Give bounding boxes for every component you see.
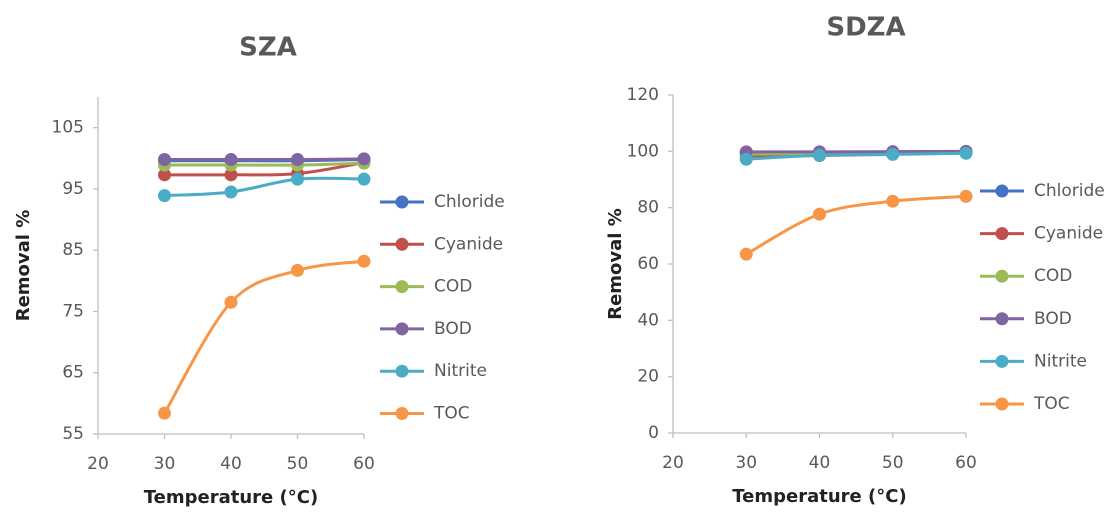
y-tick-label: 20	[637, 367, 659, 387]
y-axis-label: Removal %	[13, 210, 34, 322]
data-point	[886, 194, 900, 208]
legend-label: COD	[1034, 266, 1072, 286]
legend-marker	[395, 407, 409, 420]
series-line	[164, 161, 365, 177]
x-tick-label: 40	[220, 454, 242, 474]
data-point	[959, 189, 973, 203]
y-tick-label: 0	[648, 423, 659, 443]
x-tick-label: 30	[735, 453, 757, 473]
x-tick-label: 60	[955, 453, 977, 473]
series-line	[164, 176, 365, 198]
legend-marker	[395, 237, 409, 251]
legend-marker	[995, 184, 1009, 198]
y-tick-label: 120	[627, 85, 659, 105]
data-point	[357, 254, 371, 268]
data-point	[959, 146, 973, 160]
x-tick-label: 60	[353, 454, 375, 474]
y-tick-label: 75	[62, 301, 84, 321]
y-tick-label: 100	[627, 141, 659, 161]
series-line	[745, 194, 967, 256]
legend-marker	[395, 364, 409, 378]
data-point	[813, 207, 826, 221]
data-point	[357, 172, 371, 186]
y-tick-label: 95	[62, 179, 84, 199]
data-point	[224, 152, 238, 166]
series-line	[746, 149, 967, 154]
series-line	[164, 157, 365, 162]
legend-label: BOD	[434, 319, 472, 339]
x-tick-label: 20	[87, 454, 109, 474]
y-tick-label: 65	[62, 363, 84, 383]
legend-marker	[995, 354, 1009, 368]
data-point	[813, 148, 826, 162]
data-point	[224, 185, 238, 199]
data-point	[291, 263, 304, 277]
chart-title: SZA	[239, 33, 297, 63]
data-point	[291, 172, 304, 186]
x-tick-label: 40	[809, 453, 831, 473]
legend-label: Chloride	[1034, 181, 1105, 201]
legend-marker	[395, 322, 409, 336]
x-axis-label: Temperature (°C)	[732, 486, 906, 507]
y-tick-label: 85	[62, 240, 84, 260]
legend-label: Chloride	[434, 192, 505, 212]
legend-label: Nitrite	[434, 361, 487, 381]
legend-marker	[395, 195, 409, 209]
series-line	[163, 259, 365, 414]
x-tick-label: 20	[662, 453, 684, 473]
x-tick-label: 50	[882, 453, 904, 473]
data-point	[158, 168, 171, 182]
series-line	[746, 151, 967, 161]
y-tick-label: 55	[62, 424, 84, 444]
chart-title: SDZA	[826, 13, 905, 43]
legend-label: COD	[434, 277, 472, 297]
data-point	[357, 152, 371, 166]
series-line	[164, 161, 365, 167]
legend-marker	[395, 280, 409, 294]
y-tick-label: 40	[637, 310, 659, 330]
x-tick-label: 30	[154, 454, 176, 474]
x-tick-label: 50	[287, 454, 309, 474]
legend-label: TOC	[1033, 394, 1070, 414]
data-point	[158, 152, 171, 166]
legend-marker	[995, 227, 1009, 241]
legend-label: Cyanide	[434, 234, 503, 254]
legend-label: BOD	[1034, 309, 1072, 329]
data-point	[224, 168, 238, 182]
legend-label: Nitrite	[1034, 351, 1087, 371]
y-tick-label: 80	[637, 198, 659, 218]
data-point	[886, 147, 900, 161]
data-point	[224, 295, 238, 309]
data-point	[158, 189, 171, 203]
x-axis-label: Temperature (°C)	[144, 487, 318, 508]
data-point	[739, 152, 753, 166]
data-point	[739, 247, 753, 261]
legend-label: Cyanide	[1034, 224, 1103, 244]
legend-marker	[995, 269, 1009, 283]
data-point	[291, 152, 304, 166]
chart: SZA 55 65 75 85 95 105 20 30 40 50 60 Temperature (°…	[13, 33, 505, 509]
legend-marker	[995, 397, 1009, 411]
legend-marker	[995, 312, 1009, 326]
y-axis-label: Removal %	[605, 208, 626, 320]
data-point	[158, 406, 171, 420]
y-tick-label: 60	[637, 254, 659, 274]
y-tick-label: 105	[52, 118, 84, 138]
legend-label: TOC	[433, 404, 470, 424]
